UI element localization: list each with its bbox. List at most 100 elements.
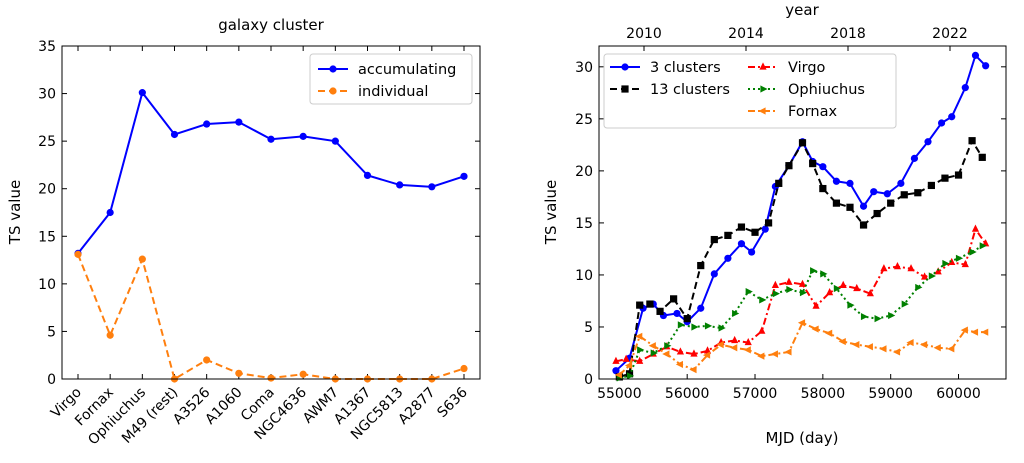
right-point-1 xyxy=(764,219,773,227)
right-point-1 xyxy=(710,235,718,244)
right-point-0 xyxy=(870,188,878,196)
right-point-3 xyxy=(664,342,672,350)
right-legend-label: Virgo xyxy=(788,60,826,76)
right-plot-frame xyxy=(598,45,1007,380)
right-point-2 xyxy=(622,354,630,362)
right-xtick-label: 55000 xyxy=(597,386,642,402)
right-point-0 xyxy=(971,51,980,59)
right-point-0 xyxy=(673,309,681,318)
right-xtick-label: 60000 xyxy=(936,386,981,402)
right-point-1 xyxy=(683,315,691,323)
right-point-0 xyxy=(948,113,956,121)
right-point-4 xyxy=(865,343,873,351)
right-legend-marker xyxy=(621,63,629,71)
right-point-1 xyxy=(846,203,854,211)
right-point-2 xyxy=(921,272,929,280)
left-series-line-1 xyxy=(77,253,465,381)
right-point-2 xyxy=(612,356,620,364)
right-point-0 xyxy=(859,202,868,210)
right-point-2 xyxy=(812,301,820,309)
right-point-1 xyxy=(809,159,817,168)
right-point-0 xyxy=(737,240,746,248)
right-point-3 xyxy=(759,296,767,304)
right-legend-marker xyxy=(621,85,629,93)
right-point-1 xyxy=(775,179,783,187)
right-point-3 xyxy=(847,301,855,309)
left-point-1 xyxy=(203,356,211,364)
right-point-3 xyxy=(874,315,882,323)
right-point-0 xyxy=(832,177,841,185)
right-point-2 xyxy=(948,257,956,266)
right-point-2 xyxy=(798,279,807,287)
right-point-0 xyxy=(724,254,732,262)
right-point-3 xyxy=(677,321,685,329)
right-point-0 xyxy=(910,154,919,162)
left-point-0 xyxy=(363,171,372,179)
right-point-0 xyxy=(883,190,891,198)
right-point-0 xyxy=(748,248,756,256)
right-xlabel: MJD (day) xyxy=(766,429,839,447)
left-point-0 xyxy=(428,183,436,191)
right-point-4 xyxy=(662,350,670,358)
right-point-1 xyxy=(697,261,705,270)
right-point-2 xyxy=(636,356,644,364)
right-point-0 xyxy=(819,163,827,171)
right-point-3 xyxy=(860,312,869,321)
right-point-2 xyxy=(907,264,915,272)
right-point-3 xyxy=(799,289,808,297)
right-series-lines xyxy=(612,51,990,382)
left-ylabel: TS value xyxy=(6,180,24,245)
right-legend-box xyxy=(603,53,897,129)
right-legend-label: 3 clusters xyxy=(650,60,721,76)
left-legend-label: individual xyxy=(358,84,428,100)
right-point-0 xyxy=(846,179,854,187)
right-point-0 xyxy=(982,62,990,70)
left-title: galaxy cluster xyxy=(218,16,324,34)
right-point-4 xyxy=(648,342,656,350)
left-ytick-label: 35 xyxy=(38,39,56,55)
right-point-4 xyxy=(624,361,633,370)
right-point-2 xyxy=(744,337,752,346)
right-point-2 xyxy=(690,349,698,357)
right-point-1 xyxy=(968,137,976,145)
right-point-3 xyxy=(833,284,842,293)
left-point-0 xyxy=(396,181,404,189)
right-legend-marker xyxy=(758,107,766,115)
left-point-1 xyxy=(138,255,146,263)
left-point-0 xyxy=(170,130,179,139)
right-ytick-label: 30 xyxy=(575,60,593,76)
right-point-3 xyxy=(626,372,635,380)
left-xtick-label: S636 xyxy=(434,384,471,421)
right-point-4 xyxy=(892,348,901,356)
left-ytick-label: 0 xyxy=(47,372,56,388)
right-point-0 xyxy=(961,84,969,92)
right-point-1 xyxy=(636,301,644,309)
right-point-3 xyxy=(928,272,936,280)
right-point-4 xyxy=(852,341,860,349)
right-legend-label: Fornax xyxy=(788,104,837,120)
right-point-3 xyxy=(810,267,818,275)
left-ytick-label: 20 xyxy=(38,182,56,198)
left-series-lines xyxy=(74,89,468,383)
right-point-2 xyxy=(839,280,847,288)
left-xtick-label: A1060 xyxy=(202,385,245,428)
right-ytick-label: 5 xyxy=(584,320,593,336)
right-point-0 xyxy=(924,138,932,146)
right-point-4 xyxy=(614,371,622,379)
right-point-4 xyxy=(906,338,914,347)
left-point-1 xyxy=(299,370,307,378)
right-point-3 xyxy=(704,322,713,330)
right-point-4 xyxy=(730,344,738,352)
right-panel: year MJD (day) TS value 0 5 10 15 20 25 30 5500… xyxy=(542,1,1007,447)
right-point-3 xyxy=(772,290,780,298)
left-legend-label: accumulating xyxy=(358,62,456,78)
right-point-0 xyxy=(612,367,620,375)
right-point-3 xyxy=(969,248,977,256)
right-point-4 xyxy=(981,328,989,336)
right-point-4 xyxy=(879,345,887,353)
right-point-1 xyxy=(751,228,759,236)
right-legend-marker xyxy=(759,62,767,70)
left-ytick-label: 10 xyxy=(38,277,56,293)
right-legend-label: Ophiuchus xyxy=(788,82,865,98)
